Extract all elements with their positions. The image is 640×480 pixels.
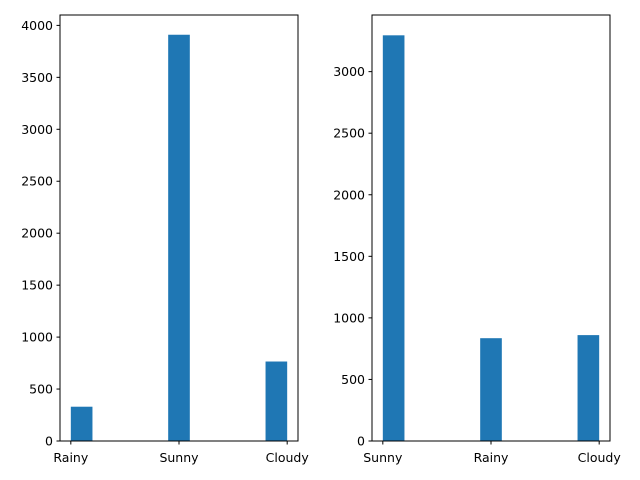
y-tick-label: 2000: [333, 187, 365, 202]
y-tick-label: 4000: [21, 18, 53, 33]
y-tick-label: 1000: [333, 310, 365, 325]
y-tick-label: 3500: [21, 70, 53, 85]
y-tick-label: 500: [341, 372, 365, 387]
x-tick-label-sunny: Sunny: [363, 450, 403, 465]
y-tick-label: 3000: [21, 122, 53, 137]
y-tick-label: 2500: [21, 174, 53, 189]
y-tick-label: 0: [357, 434, 365, 449]
y-tick-label: 3000: [333, 64, 365, 79]
y-tick-label: 2000: [21, 226, 53, 241]
subplot-left: 0 500 1000 1500 2000 2500 3000 3500 4000 Rainy Sun…: [21, 14, 310, 465]
x-tick-label-cloudy: Cloudy: [578, 450, 622, 465]
y-tick-label: 0: [45, 434, 53, 449]
bar-sunny: [168, 34, 190, 442]
bar-sunny: [382, 35, 405, 441]
y-tick-label: 2500: [333, 126, 365, 141]
x-tick-label-sunny: Sunny: [159, 450, 199, 465]
y-tick-label: 1500: [21, 278, 53, 293]
x-tick-label-rainy: Rainy: [474, 450, 509, 465]
y-tick-label: 1500: [333, 249, 365, 264]
y-tick-label: 1000: [21, 330, 53, 345]
bar-cloudy: [577, 335, 600, 441]
subplot-right: 0 500 1000 1500 2000 2500 3000 Sunny Rainy Cloudy: [333, 14, 622, 465]
bar-cloudy: [265, 361, 288, 441]
bar-rainy: [70, 406, 93, 441]
y-tick-label: 500: [29, 382, 53, 397]
x-tick-label-rainy: Rainy: [53, 450, 88, 465]
bar-rainy: [480, 338, 502, 441]
x-tick-label-cloudy: Cloudy: [266, 450, 310, 465]
